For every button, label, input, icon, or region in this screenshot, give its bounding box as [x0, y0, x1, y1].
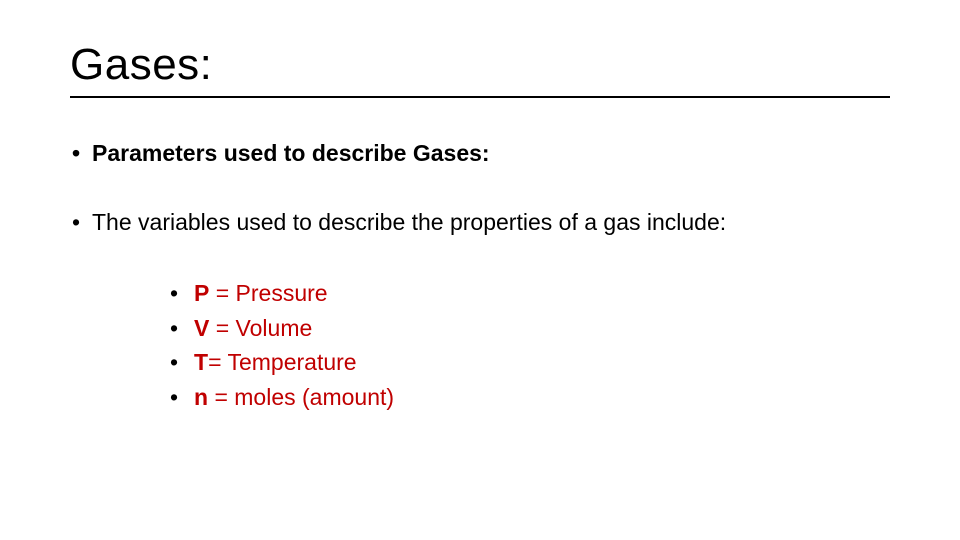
variable-desc: = Volume — [209, 315, 312, 341]
list-item: T= Temperature — [166, 345, 890, 380]
variable-desc: = Temperature — [208, 349, 357, 375]
bullet-variables-intro: The variables used to describe the prope… — [70, 207, 890, 238]
variable-symbol: V — [194, 315, 209, 341]
variable-desc: = moles (amount) — [208, 384, 394, 410]
variable-symbol: T — [194, 349, 208, 375]
list-item: P = Pressure — [166, 276, 890, 311]
list-item: V = Volume — [166, 311, 890, 346]
variable-symbol: n — [194, 384, 208, 410]
list-item: n = moles (amount) — [166, 380, 890, 415]
variable-symbol: P — [194, 280, 209, 306]
variables-list: P = Pressure V = Volume T= Temperature n… — [70, 276, 890, 414]
title-underline — [70, 96, 890, 98]
bullet-parameters: Parameters used to describe Gases: — [70, 138, 890, 169]
slide: Gases: Parameters used to describe Gases… — [0, 0, 960, 540]
slide-title: Gases: — [70, 40, 890, 90]
variable-desc: = Pressure — [209, 280, 327, 306]
